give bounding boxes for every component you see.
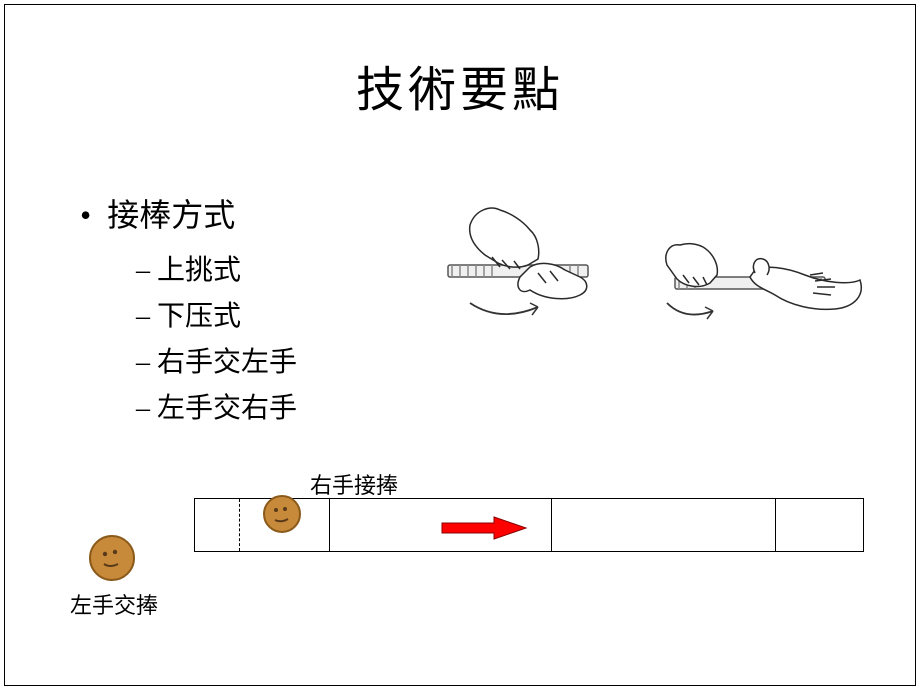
content-list: 接棒方式 上挑式 下压式 右手交左手 左手交右手: [80, 190, 297, 432]
label-right-receive: 右手接捧: [310, 468, 398, 500]
track-div-2: [551, 499, 552, 551]
hand-illustrations: [420, 195, 880, 335]
track-div-1: [329, 499, 330, 551]
runner-face-small-icon: [262, 494, 302, 539]
bullet-sub-4: 左手交右手: [136, 386, 297, 426]
track-div-3: [775, 499, 776, 551]
bullet-sub-2: 下压式: [136, 294, 297, 334]
track-dashed: [239, 499, 240, 551]
runner-face-big-icon: [88, 534, 136, 587]
bullet-sub-3: 右手交左手: [136, 340, 297, 380]
slide-title: 技術要點: [0, 50, 920, 120]
bullet-main: 接棒方式: [80, 190, 297, 236]
direction-arrow-icon: [440, 515, 530, 546]
label-left-pass: 左手交捧: [70, 588, 158, 620]
bullet-sub-1: 上挑式: [136, 248, 297, 288]
